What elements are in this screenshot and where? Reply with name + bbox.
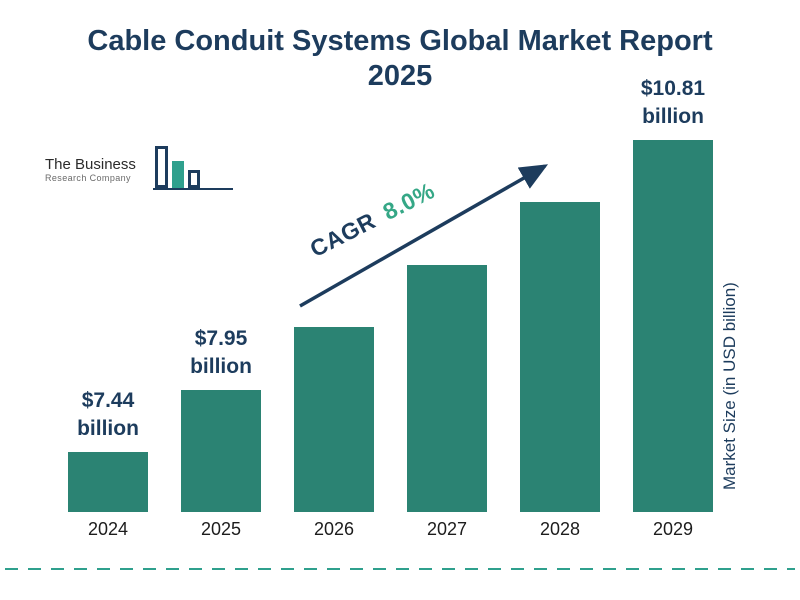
bar-column-2028 <box>520 82 600 512</box>
bars-row: $7.44 billion $7.95 billion $10.81 billion <box>68 77 713 512</box>
bar-2024 <box>68 452 148 512</box>
bar-value-label-2029: $10.81 billion <box>640 77 706 128</box>
bar-column-2026 <box>294 82 374 512</box>
bar-2027 <box>407 265 487 512</box>
page-title-line1: Cable Conduit Systems Global Market Repo… <box>87 25 713 57</box>
bar-2028 <box>520 202 600 512</box>
bar-column-2024: $7.44 billion <box>68 82 148 512</box>
bar-value-label-2024: $7.44 billion <box>77 389 139 440</box>
company-name: The Business <box>45 156 136 173</box>
bar-2026 <box>294 327 374 512</box>
company-name-secondary: Research Company <box>45 173 131 184</box>
bar-column-2029: $10.81 billion <box>633 77 713 512</box>
page-title: Cable Conduit Systems Global Market Repo… <box>40 24 760 95</box>
y-axis-label: Market Size (in USD billion) <box>720 282 739 490</box>
x-axis-label-2028: 2028 <box>539 519 581 539</box>
logo-bar-outline-tall <box>155 146 168 188</box>
bar-chart-logo-icon <box>153 140 233 190</box>
company-logo: The Business Research Company <box>45 140 235 198</box>
x-axis-label-2024: 2024 <box>87 519 129 539</box>
bar-column-2025: $7.95 billion <box>181 82 261 512</box>
company-logo-text: The Business Research Company <box>45 156 136 184</box>
bottom-dashed-divider <box>5 568 795 570</box>
page-title-line2: 2025 <box>367 60 433 93</box>
bar-2025 <box>181 390 261 512</box>
bar-2029 <box>633 140 713 512</box>
bar-value-label-2025: $7.95 billion <box>190 327 252 378</box>
x-axis-label-2029: 2029 <box>652 519 694 539</box>
logo-bar-filled <box>172 161 184 188</box>
bar-column-2027 <box>407 82 487 512</box>
x-axis-labels: 2024 2025 2026 2027 2028 2029 <box>68 519 713 540</box>
x-axis-label-2025: 2025 <box>200 519 242 539</box>
x-axis-label-2026: 2026 <box>313 519 355 539</box>
x-axis-label-2027: 2027 <box>426 519 468 539</box>
logo-bar-outline-short <box>188 170 200 188</box>
